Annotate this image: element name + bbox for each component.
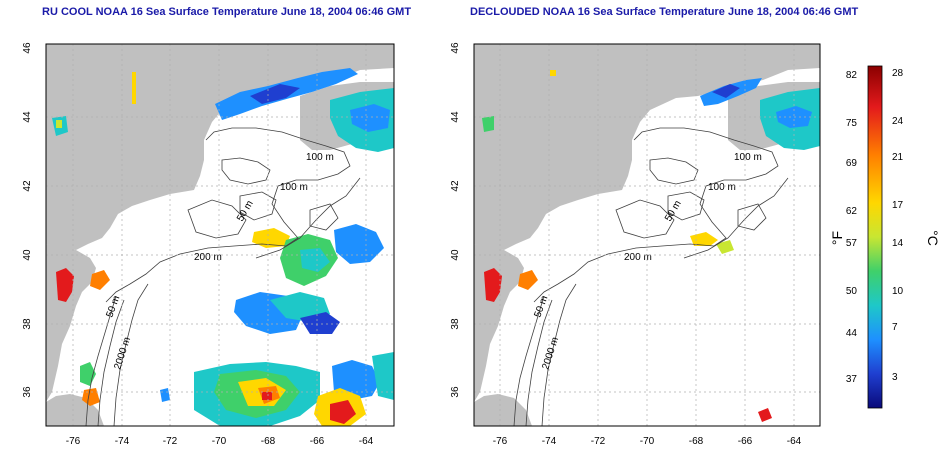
right-lat-tick: 40: [450, 249, 461, 261]
right-contour-label: 100 m: [734, 152, 762, 163]
right-contour-label: 100 m: [708, 182, 736, 193]
left-lat-tick: 46: [22, 42, 33, 54]
right-bathymetry-contours: [513, 127, 789, 426]
unit-f-label: °F: [829, 231, 845, 245]
f-tick: 57: [846, 238, 858, 249]
c-tick: 24: [892, 116, 904, 127]
c-tick: 21: [892, 152, 904, 163]
colorbar: 82 75 69 62 57 50 44 37 28 24 21 17 14 1…: [829, 65, 941, 409]
right-lon-tick: -68: [689, 436, 704, 447]
right-lon-tick: -66: [738, 436, 753, 447]
left-lon-tick: -68: [261, 436, 276, 447]
left-lat-tick: 36: [22, 386, 33, 398]
unit-c-label: °C: [925, 230, 941, 246]
right-lon-tick: -70: [640, 436, 655, 447]
left-lat-tick: 40: [22, 249, 33, 261]
c-tick: 3: [892, 372, 898, 383]
right-lon-ticks: -76 -74 -72 -70 -68 -66 -64: [493, 436, 802, 447]
left-lat-tick: 38: [22, 318, 33, 330]
right-land-canada: [474, 44, 820, 250]
right-lat-tick: 38: [450, 318, 461, 330]
f-tick: 69: [846, 158, 858, 169]
right-lon-tick: -74: [542, 436, 557, 447]
left-lon-tick: -64: [359, 436, 374, 447]
c-tick: 17: [892, 200, 904, 211]
c-tick: 7: [892, 322, 898, 333]
right-map-frame: [473, 43, 821, 427]
c-tick: 14: [892, 238, 904, 249]
left-contour-label: 200 m: [194, 252, 222, 263]
colorbar-f-ticks: 82 75 69 62 57 50 44 37: [846, 70, 858, 385]
right-lat-tick: 36: [450, 386, 461, 398]
left-lon-tick: -74: [115, 436, 130, 447]
left-gridlines: [46, 44, 394, 426]
left-lat-tick: 42: [22, 180, 33, 192]
f-tick: 44: [846, 328, 858, 339]
right-gridlines: [474, 44, 820, 426]
left-lon-tick: -72: [163, 436, 178, 447]
left-lat-tick: 44: [22, 111, 33, 123]
f-tick: 82: [846, 70, 858, 81]
left-map-frame: [45, 43, 395, 427]
left-contour-label: 100 m: [280, 182, 308, 193]
right-lat-tick: 46: [450, 42, 461, 54]
right-lat-tick: 42: [450, 180, 461, 192]
right-panel-title: DECLOUDED NOAA 16 Sea Surface Temperatur…: [470, 6, 859, 18]
right-lon-tick: -72: [591, 436, 606, 447]
right-land-southeast: [474, 394, 532, 426]
right-lon-tick: -76: [493, 436, 508, 447]
left-lat-ticks: 46 44 42 40 38 36: [22, 42, 33, 398]
colorbar-gradient: [867, 65, 883, 409]
f-tick: 75: [846, 118, 858, 129]
left-lon-tick: -70: [212, 436, 227, 447]
right-lat-tick: 44: [450, 111, 461, 123]
f-tick: 50: [846, 286, 858, 297]
right-contour-label: 200 m: [624, 252, 652, 263]
c-tick: 28: [892, 68, 904, 79]
left-lon-ticks: -76 -74 -72 -70 -68 -66 -64: [66, 436, 374, 447]
c-tick: 10: [892, 286, 904, 297]
right-lon-tick: -64: [787, 436, 802, 447]
left-lon-tick: -76: [66, 436, 81, 447]
left-contour-label: 100 m: [306, 152, 334, 163]
f-tick: 37: [846, 374, 858, 385]
right-map: 100 m 100 m 50 m 200 m 50 m 2000 m: [450, 42, 821, 447]
colorbar-c-ticks: 28 24 21 17 14 10 7 3: [892, 68, 904, 383]
left-bathymetry-contours: [85, 127, 361, 426]
left-lon-tick: -66: [310, 436, 325, 447]
right-lat-ticks: 46 44 42 40 38 36: [450, 42, 461, 398]
left-panel-title: RU COOL NOAA 16 Sea Surface Temperature …: [42, 6, 412, 18]
left-map: 100 m 100 m 50 m 200 m 50 m 2000 m: [22, 42, 395, 447]
f-tick: 62: [846, 206, 858, 217]
left-sst-patches: [52, 68, 394, 426]
